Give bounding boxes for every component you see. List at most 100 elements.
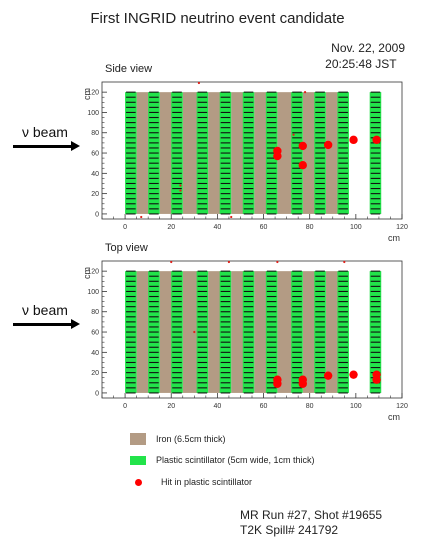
y-tick-label: 20 <box>91 191 99 198</box>
scintillator-plane-7 <box>291 270 303 394</box>
scintillator-plane-2 <box>171 270 183 394</box>
noise-hit-0 <box>197 81 201 85</box>
legend-label-scintillator: Plastic scintillator (5cm wide, 1cm thic… <box>156 455 315 465</box>
scintillator-plane-3 <box>196 91 209 215</box>
y-tick-label: 60 <box>91 151 99 158</box>
scintillator-plane-8 <box>314 91 326 215</box>
x-tick-label: 20 <box>167 403 175 410</box>
event-time: 20:25:48 JST <box>325 57 397 71</box>
y-tick-label: 80 <box>91 130 99 137</box>
x-tick-label: 120 <box>396 224 408 231</box>
y-tick-label: 80 <box>91 309 99 316</box>
scintillator-plane-9 <box>337 91 349 215</box>
scintillator-plane-2 <box>171 91 183 215</box>
beam-label-side: ν beam <box>22 124 68 140</box>
scintillator-plane-10 <box>369 91 382 215</box>
scintillator-plane-5 <box>242 91 255 215</box>
x-tick-label: 0 <box>123 403 127 410</box>
hit-point-3 <box>298 379 307 388</box>
scintillator-plane-9 <box>337 270 349 394</box>
noise-hit-1 <box>140 215 143 219</box>
x-tick-label: 60 <box>260 403 268 410</box>
noise-hit-3 <box>276 260 279 264</box>
legend-item-hit: Hit in plastic scintillator <box>130 476 430 488</box>
hit-swatch <box>135 478 142 486</box>
noise-hit-5 <box>292 133 295 136</box>
hit-point-4 <box>323 140 333 150</box>
noise-hit-0 <box>170 260 173 264</box>
hit-point-2 <box>298 141 307 151</box>
iron-plane-6 <box>277 92 294 214</box>
x-tick-label: 120 <box>396 403 408 410</box>
x-tick-label: 0 <box>123 224 127 231</box>
scintillator-plane-8 <box>314 270 326 394</box>
x-tick-label: 100 <box>350 403 362 410</box>
noise-hit-1 <box>227 260 231 264</box>
top-view-title: Top view <box>105 242 148 254</box>
hit-point-3 <box>298 161 307 170</box>
run-info: MR Run #27, Shot #19655 T2K Spill# 24179… <box>240 508 382 538</box>
scintillator-plane-4 <box>219 91 232 215</box>
noise-hit-4 <box>343 260 346 264</box>
scintillator-plane-0 <box>125 91 137 215</box>
scintillator-plane-1 <box>148 270 160 394</box>
event-date: Nov. 22, 2009 <box>331 41 405 55</box>
hit-point-5 <box>349 135 358 145</box>
scintillator-plane-6 <box>265 91 278 215</box>
noise-hit-2 <box>193 330 196 334</box>
x-axis-label: cm <box>388 412 400 422</box>
y-axis-label: cm <box>82 267 92 279</box>
noise-hit-6 <box>303 91 307 94</box>
y-tick-label: 120 <box>87 90 99 97</box>
iron-plane-6 <box>277 271 294 393</box>
x-axis-label: cm <box>388 233 400 243</box>
event-datetime: Nov. 22, 2009 20:25:48 JST <box>325 40 405 72</box>
x-tick-label: 100 <box>350 224 362 231</box>
x-tick-label: 40 <box>213 224 221 231</box>
legend-label-iron: Iron (6.5cm thick) <box>156 434 226 444</box>
spill-text: T2K Spill# 241792 <box>240 523 339 537</box>
y-tick-label: 20 <box>91 370 99 377</box>
hit-point-1 <box>273 151 282 161</box>
y-tick-label: 120 <box>87 269 99 276</box>
y-tick-label: 40 <box>91 350 99 357</box>
legend-item-iron: Iron (6.5cm thick) <box>130 432 430 446</box>
x-tick-label: 80 <box>306 224 314 231</box>
beam-arrow-side <box>13 141 80 151</box>
beam-label-top: ν beam <box>22 302 68 318</box>
figure-title: First INGRID neutrino event candidate <box>90 10 345 27</box>
scintillator-plane-7 <box>291 91 303 215</box>
y-tick-label: 100 <box>87 289 99 296</box>
hit-point-1 <box>273 379 282 388</box>
y-tick-label: 0 <box>95 211 99 218</box>
scintillator-swatch <box>130 455 146 465</box>
x-tick-label: 20 <box>167 224 175 231</box>
y-tick-label: 40 <box>91 171 99 178</box>
scintillator-plane-1 <box>148 91 160 215</box>
hit-point-5 <box>349 370 358 379</box>
y-axis-label: cm <box>82 88 92 100</box>
scintillator-plane-3 <box>196 270 209 394</box>
iron-plane-2 <box>182 271 199 393</box>
noise-hit-2 <box>230 215 233 219</box>
y-tick-label: 100 <box>87 110 99 117</box>
scintillator-plane-5 <box>242 270 255 394</box>
iron-swatch <box>130 433 146 445</box>
hit-point-6 <box>372 135 381 145</box>
y-tick-label: 0 <box>95 390 99 397</box>
x-tick-label: 80 <box>306 403 314 410</box>
hit-point-7 <box>372 375 381 384</box>
x-tick-label: 40 <box>213 403 221 410</box>
x-tick-label: 60 <box>260 224 268 231</box>
scintillator-plane-4 <box>219 270 232 394</box>
scintillator-plane-0 <box>125 270 137 394</box>
scintillator-plane-6 <box>265 270 278 394</box>
beam-arrow-top <box>13 319 80 329</box>
iron-plane-2 <box>182 92 199 214</box>
y-tick-label: 60 <box>91 330 99 337</box>
run-shot-text: MR Run #27, Shot #19655 <box>240 508 383 522</box>
legend: Iron (6.5cm thick) Plastic scintillator … <box>130 432 430 488</box>
noise-hit-3 <box>179 184 182 187</box>
